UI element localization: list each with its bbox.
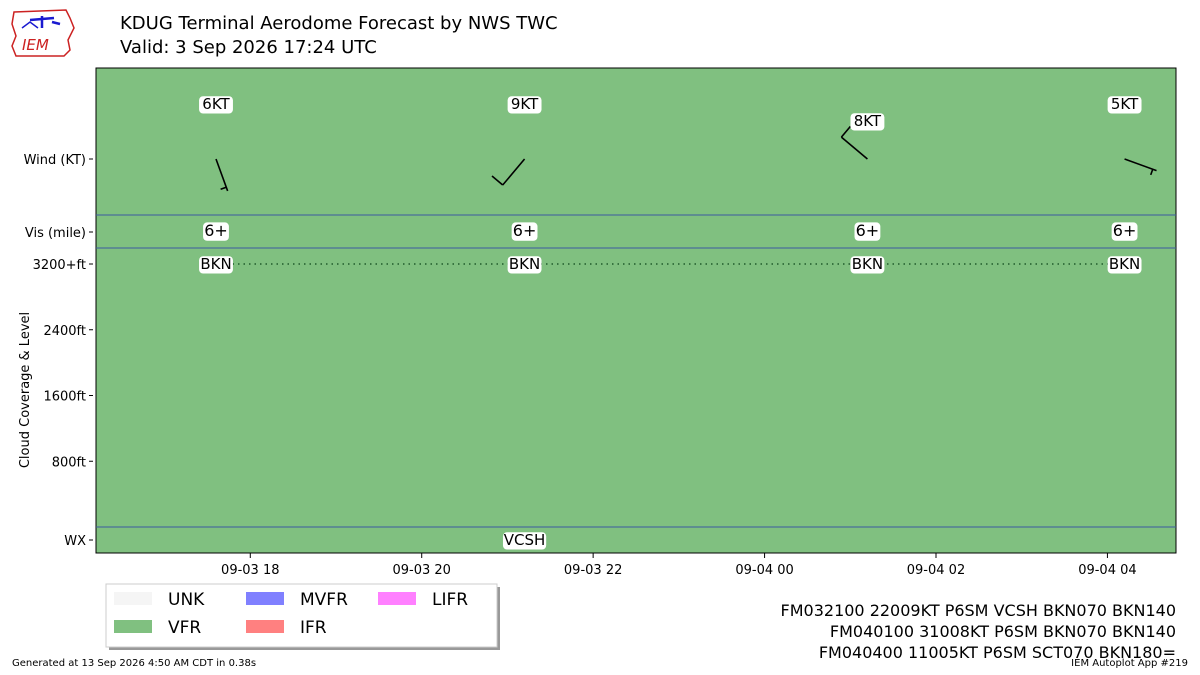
wind-speed-label: 9KT <box>511 95 539 113</box>
vis-row-label: Vis (mile) <box>25 226 86 241</box>
wind-barb-staff <box>502 158 526 186</box>
legend: UNK MVFR LIFR VFR IFR <box>105 583 500 650</box>
legend-swatch-mvfr <box>246 592 284 605</box>
forecast-column: 9KT 6+ BKN <box>491 95 542 274</box>
weather-column: VCSH <box>502 531 547 550</box>
wind-row-label: Wind (KT) <box>24 153 86 168</box>
wind-barb-staff <box>1124 158 1157 172</box>
legend-swatch-lifr <box>378 592 416 605</box>
x-tick-label: 09-03 18 <box>221 563 279 578</box>
chart-valid-time: Valid: 3 Sep 2026 17:24 UTC <box>120 37 377 58</box>
wind-speed-label-bg <box>1107 96 1142 114</box>
legend-swatch-vfr <box>114 620 152 633</box>
wind-barb <box>1124 158 1157 176</box>
cloud-axis-label: Cloud Coverage & Level <box>18 312 33 468</box>
wind-barb <box>491 158 526 186</box>
forecast-column: 5KT 6+ BKN <box>1107 95 1157 274</box>
x-tick-label: 09-03 22 <box>564 563 622 578</box>
wind-speed-label-bg <box>199 96 233 114</box>
iem-logo: IEM <box>8 6 78 62</box>
wind-speed-label: 6KT <box>202 95 230 113</box>
cloud-cover-label: BKN <box>200 255 231 273</box>
wind-speed-label: 8KT <box>854 112 882 130</box>
wind-barb-half <box>1149 168 1154 176</box>
chart-title-block: KDUG Terminal Aerodome Forecast by NWS T… <box>120 12 558 60</box>
wind-barb-staff <box>840 136 868 160</box>
x-tick-label: 09-04 00 <box>735 563 793 578</box>
cloud-cover-label: BKN <box>509 255 540 273</box>
wind-barb-full <box>840 125 851 138</box>
raw-taf-line: FM040400 11005KT P6SM SCT070 BKN180= <box>818 643 1176 662</box>
cloud-tick-label: 2400ft <box>43 324 86 339</box>
cloud-cover-label-bg <box>507 256 542 274</box>
cloud-tick-label: 3200+ft <box>33 258 86 273</box>
cloud-cover-label-bg <box>1107 256 1142 274</box>
wind-barb-half <box>220 186 227 190</box>
legend-label-unk: UNK <box>168 590 205 610</box>
x-tick-label: 09-04 04 <box>1078 563 1136 578</box>
legend-swatch-ifr <box>246 620 284 633</box>
cloud-cover-label-bg <box>850 256 885 274</box>
weather-label-bg <box>502 532 547 550</box>
plot-background <box>95 67 1177 554</box>
visibility-label-bg <box>511 222 538 241</box>
app-note: IEM Autoplot App #219 <box>1071 658 1188 669</box>
legend-label-ifr: IFR <box>300 618 327 638</box>
raw-taf-line: FM040100 31008KT P6SM BKN070 BKN140 <box>829 622 1176 641</box>
forecast-marks: 6KT 6+ BKN 9KT 6+ BKN 8KT 6+ BKN 5KT 6+ BKN VCSH <box>199 95 1157 550</box>
visibility-label: 6+ <box>204 221 228 240</box>
cloud-cover-label-bg <box>199 256 233 274</box>
visibility-label-bg <box>854 222 881 241</box>
legend-swatch-unk <box>114 592 152 605</box>
logo-text: IEM <box>22 36 49 54</box>
visibility-label-bg <box>203 222 229 241</box>
raw-taf-line: FM032100 22009KT P6SM VCSH BKN070 BKN140 <box>780 601 1176 620</box>
wind-speed-label-bg <box>850 113 885 131</box>
visibility-label-bg <box>1111 222 1138 241</box>
x-axis-ticks: 09-03 18 09-03 20 09-03 22 09-04 00 09-04 02… <box>221 553 1137 578</box>
cloud-tick-label: 800ft <box>52 455 86 470</box>
cloud-ticks: 800ft 1600ft 2400ft 3200+ft <box>33 258 93 470</box>
x-tick-label: 09-04 02 <box>907 563 965 578</box>
x-tick-label: 09-03 20 <box>392 563 450 578</box>
wind-barb <box>215 158 229 192</box>
raw-taf: FM032100 22009KT P6SM VCSH BKN070 BKN140… <box>781 600 1176 663</box>
visibility-label: 6+ <box>856 221 880 240</box>
cloud-cover-label: BKN <box>1109 255 1140 273</box>
visibility-label: 6+ <box>513 221 537 240</box>
forecast-column: 8KT 6+ BKN <box>840 112 885 274</box>
cloud-tick-label: 1600ft <box>43 390 86 405</box>
visibility-label: 6+ <box>1113 221 1137 240</box>
forecast-column: 6KT 6+ BKN <box>199 95 233 274</box>
wx-row-label: WX <box>64 534 86 549</box>
legend-label-lifr: LIFR <box>432 590 468 610</box>
weather-label: VCSH <box>504 531 546 549</box>
generated-note: Generated at 13 Sep 2026 4:50 AM CDT in … <box>12 658 257 669</box>
legend-frame <box>105 583 498 648</box>
wind-barb-full <box>491 175 504 186</box>
chart-title: KDUG Terminal Aerodome Forecast by NWS T… <box>120 13 558 34</box>
legend-label-mvfr: MVFR <box>300 590 348 610</box>
legend-label-vfr: VFR <box>168 618 201 638</box>
wind-barb <box>840 125 868 160</box>
wind-speed-label-bg <box>507 96 542 114</box>
cloud-cover-label: BKN <box>852 255 883 273</box>
wind-barb-staff <box>215 158 229 192</box>
wind-speed-label: 5KT <box>1111 95 1139 113</box>
